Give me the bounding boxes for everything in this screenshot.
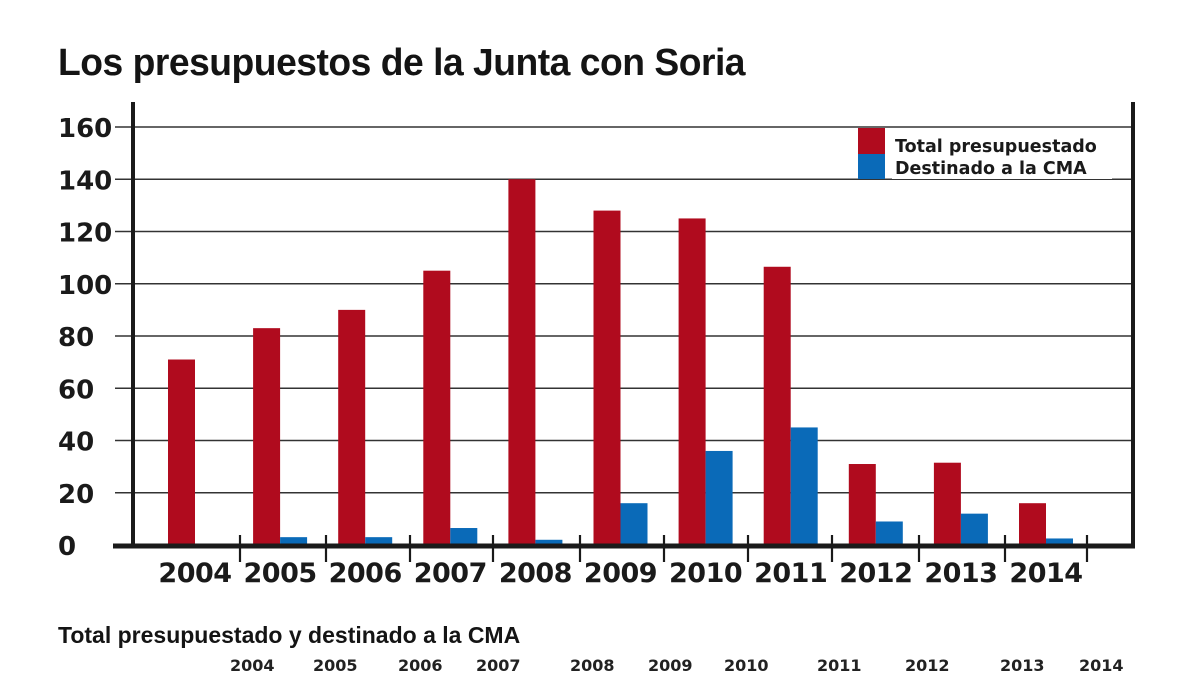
x-tick-label: 2014 (1009, 558, 1082, 589)
chart-subtitle: Total presupuestado y destinado a la CMA (58, 622, 521, 648)
y-tick-label: 0 (58, 532, 76, 562)
x-tick-label: 2010 (669, 558, 742, 589)
bar-total (933, 462, 961, 545)
legend-label-cma: Destinado a la CMA (895, 159, 1087, 179)
legend-label-total: Total presupuestado (895, 137, 1097, 157)
x-tick-label: 2009 (584, 558, 657, 589)
bar-cma (365, 537, 393, 545)
bar-total (168, 359, 195, 545)
bar-total (338, 309, 366, 545)
bar-cma (1046, 538, 1073, 545)
bottom-year-label: 2011 (817, 656, 862, 675)
y-tick-label: 120 (58, 219, 112, 249)
bottom-year-label: 2014 (1079, 656, 1124, 675)
bar-cma (535, 539, 563, 545)
bottom-year-label: 2013 (1000, 656, 1045, 675)
bar-cma (790, 427, 818, 545)
y-tick-label: 140 (58, 166, 112, 196)
chart-title: Los presupuestos de la Junta con Soria (58, 42, 746, 84)
y-tick-label: 20 (58, 480, 94, 510)
axes (113, 102, 1135, 549)
bottom-year-label: 2010 (724, 656, 769, 675)
bar-total (678, 218, 706, 545)
bar-cma (875, 521, 903, 545)
bar-total (508, 179, 536, 545)
legend-bg (892, 131, 1112, 179)
x-tick-label: 2004 (158, 558, 231, 589)
x-tick-label: 2011 (754, 558, 827, 589)
y-tick-label: 60 (58, 375, 94, 405)
y-tick-label: 160 (58, 114, 112, 144)
bar-cma (280, 537, 308, 545)
bottom-year-label: 2009 (648, 656, 693, 675)
x-tick-label: 2005 (244, 558, 317, 589)
legend-swatch-total (858, 128, 885, 154)
bar-total (593, 210, 621, 545)
bar-total (423, 270, 451, 545)
y-tick-label: 40 (58, 428, 94, 458)
legend-swatch-cma (858, 154, 885, 179)
bar-total (848, 464, 876, 545)
bottom-year-label: 2008 (570, 656, 615, 675)
y-tick-label: 100 (58, 271, 112, 301)
gridlines (115, 126, 1133, 494)
bar-total (1019, 503, 1046, 545)
bar-cma (960, 513, 988, 545)
bottom-year-label: 2006 (398, 656, 443, 675)
bar-cma (620, 503, 648, 545)
bar-cma (450, 528, 478, 545)
bar-total (763, 266, 791, 545)
bar-total (253, 328, 281, 545)
bars (168, 179, 1073, 545)
x-axis-ticks: 2004 2005 2006 2007 2008 2009 2010 2011 2012 2013… (158, 535, 1089, 589)
x-tick-label: 2007 (414, 558, 487, 589)
bar-cma (705, 450, 733, 545)
y-axis-ticks: 0 20 40 60 80 100 120 140 160 (58, 114, 112, 562)
bottom-year-label: 2012 (905, 656, 950, 675)
x-tick-label: 2006 (329, 558, 402, 589)
y-tick-label: 80 (58, 323, 94, 353)
x-tick-label: 2008 (499, 558, 572, 589)
bottom-year-label: 2007 (476, 656, 521, 675)
bottom-year-label: 2004 (230, 656, 275, 675)
x-tick-label: 2013 (924, 558, 997, 589)
x-tick-label: 2012 (839, 558, 912, 589)
bottom-year-label: 2005 (313, 656, 358, 675)
